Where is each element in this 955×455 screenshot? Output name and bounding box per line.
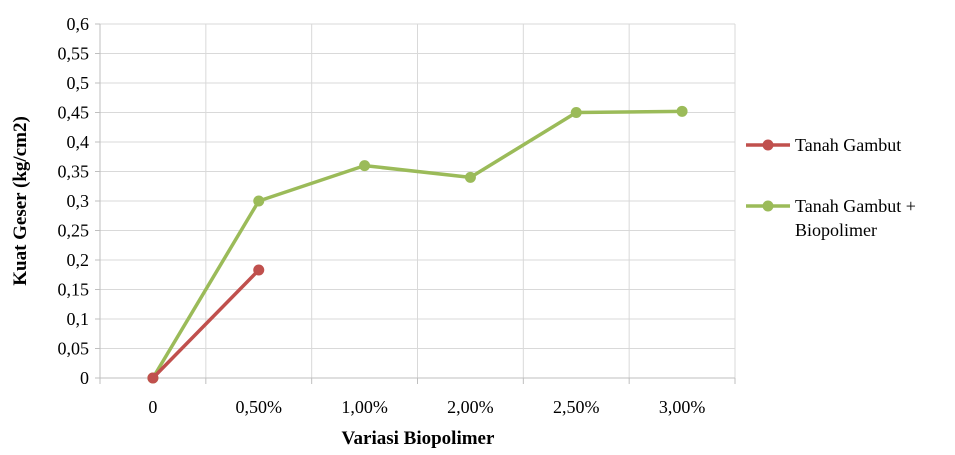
- legend-label: Tanah Gambut +: [795, 196, 916, 216]
- data-point: [359, 160, 371, 172]
- series-line: [151, 268, 261, 380]
- data-point: [676, 105, 688, 117]
- data-point: [570, 107, 582, 118]
- y-tick-label: 0,6: [67, 14, 90, 34]
- x-tick-label: 0: [148, 397, 157, 417]
- y-tick-label: 0,25: [58, 221, 90, 241]
- x-axis-title: Variasi Biopolimer: [342, 428, 495, 449]
- data-point: [464, 171, 476, 183]
- legend-swatch-marker: [762, 200, 774, 212]
- y-tick-label: 0,1: [67, 309, 90, 329]
- series-line: [151, 109, 684, 380]
- legend-label: Tanah Gambut: [795, 135, 901, 155]
- y-tick-label: 0,05: [58, 339, 90, 359]
- x-tick-labels: 0 0,50% 1,00% 2,00% 2,50% 3,00%: [148, 397, 705, 417]
- legend-swatch-marker: [762, 139, 774, 151]
- y-tick-label: 0,5: [67, 73, 90, 93]
- x-tick-label: 2,50%: [553, 397, 600, 417]
- y-tick-label: 0,55: [58, 44, 90, 64]
- y-tick-label: 0,4: [67, 132, 90, 152]
- y-tick-label: 0,2: [67, 250, 90, 270]
- y-tick-label: 0,45: [58, 103, 90, 123]
- data-point: [253, 264, 265, 276]
- y-tick-label: 0,15: [58, 280, 90, 300]
- gridlines: [100, 23, 736, 378]
- y-axis-title: Kuat Geser (kg/cm2): [10, 116, 31, 286]
- legend-label: Biopolimer: [795, 220, 877, 240]
- legend: Tanah Gambut Tanah Gambut + Biopolimer: [746, 135, 916, 240]
- data-point: [253, 195, 265, 207]
- x-tick-label: 0,50%: [236, 397, 283, 417]
- y-tick-label: 0,35: [58, 162, 90, 182]
- y-tick-label: 0: [80, 368, 89, 388]
- x-tick-label: 1,00%: [341, 397, 388, 417]
- x-tick-label: 2,00%: [447, 397, 494, 417]
- axes: [95, 23, 736, 384]
- y-tick-label: 0,3: [67, 191, 90, 211]
- series-lines: [147, 105, 688, 384]
- y-tick-labels: 0 0,05 0,1 0,15 0,2 0,25 0,3 0,35 0,4 0,45 0,5 0,55…: [58, 14, 90, 388]
- data-point: [147, 372, 159, 384]
- x-tick-label: 3,00%: [659, 397, 706, 417]
